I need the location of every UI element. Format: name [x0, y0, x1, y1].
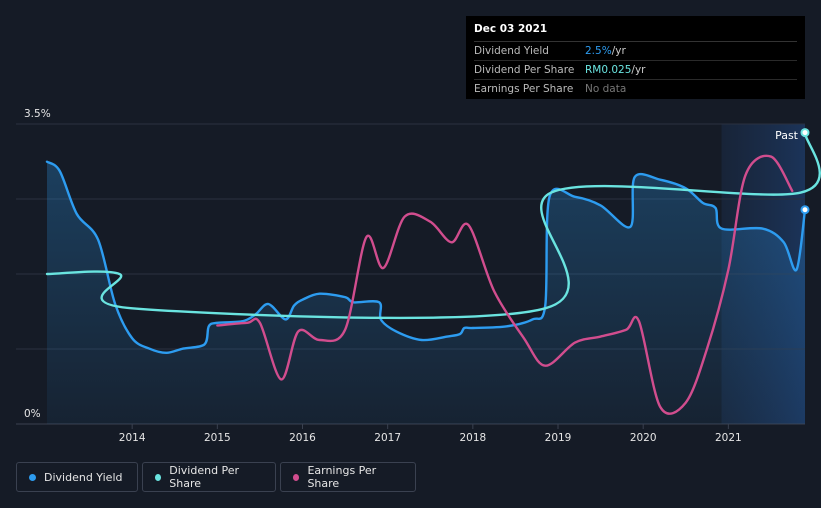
- tooltip-label: Dividend Per Share: [474, 64, 575, 76]
- dividend-yield-line: [45, 160, 807, 355]
- y-axis: 3.5% 0%: [24, 108, 51, 420]
- x-tick-label: 2019: [545, 432, 572, 444]
- tooltip-panel: Dec 03 2021 Dividend Yield 2.5% /yr Divi…: [466, 16, 805, 99]
- past-label: Past: [775, 129, 799, 142]
- x-axis: 2014 2015 2016 2017 2018 2019 2020 2021: [119, 424, 742, 444]
- legend-label: Dividend Yield: [44, 470, 123, 484]
- x-tick-label: 2021: [715, 432, 742, 444]
- earnings-per-share-line: [216, 154, 794, 415]
- legend-item-earnings-per-share[interactable]: Earnings Per Share: [280, 462, 416, 492]
- tooltip-value: RM0.025: [585, 64, 632, 76]
- tooltip-unit: /yr: [631, 64, 646, 76]
- tooltip-value: No data: [585, 83, 627, 95]
- dividend-per-share-line: [45, 131, 821, 320]
- legend-item-dividend-yield[interactable]: Dividend Yield: [16, 462, 138, 492]
- tooltip-value: 2.5%: [585, 45, 612, 57]
- x-tick-label: 2020: [630, 432, 657, 444]
- tooltip-row-earnings-per-share: Earnings Per Share No data: [474, 80, 797, 98]
- x-tick-label: 2017: [374, 432, 401, 444]
- y-tick-label: 3.5%: [24, 108, 51, 120]
- tooltip-row-dividend-yield: Dividend Yield 2.5% /yr: [474, 42, 797, 61]
- dividend-yield-area: [47, 161, 805, 424]
- x-tick-label: 2014: [119, 432, 146, 444]
- tooltip-unit: /yr: [611, 45, 626, 57]
- legend-dot-icon: [29, 473, 36, 481]
- x-tick-label: 2015: [204, 432, 231, 444]
- dividend-yield-endpoint: [800, 205, 810, 215]
- legend-label: Dividend Per Share: [169, 464, 240, 490]
- x-tick-label: 2016: [289, 432, 316, 444]
- legend-dot-icon: [293, 473, 300, 481]
- dividend-per-share-endpoint: [800, 128, 810, 138]
- tooltip-row-dividend-per-share: Dividend Per Share RM0.025 /yr: [474, 61, 797, 80]
- y-tick-label: 0%: [24, 408, 41, 420]
- legend-label: Earnings Per Share: [307, 464, 377, 490]
- tooltip-date: Dec 03 2021: [474, 23, 797, 42]
- legend: Dividend Yield Dividend Per Share Earnin…: [16, 462, 416, 492]
- tooltip-label: Dividend Yield: [474, 45, 549, 57]
- x-tick-label: 2018: [459, 432, 486, 444]
- tooltip-label: Earnings Per Share: [474, 83, 574, 95]
- legend-dot-icon: [155, 473, 162, 481]
- legend-item-dividend-per-share[interactable]: Dividend Per Share: [142, 462, 276, 492]
